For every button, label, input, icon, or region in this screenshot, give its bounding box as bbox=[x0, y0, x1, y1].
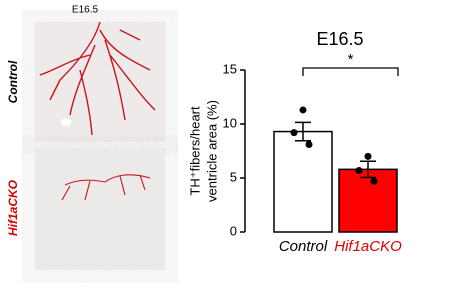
y-axis-label: TH⁺fibers/heart bbox=[187, 106, 202, 196]
bar bbox=[338, 168, 398, 233]
control-texture bbox=[35, 22, 165, 142]
mutant-texture bbox=[35, 148, 165, 270]
data-point bbox=[299, 106, 307, 114]
micrographs: E16.5 Control Hif1aCKO bbox=[6, 5, 165, 270]
y-tick-label: 5 bbox=[230, 169, 237, 184]
data-point bbox=[355, 166, 363, 174]
y-tick-label: 15 bbox=[223, 61, 237, 76]
y-axis-label: ventricle area (%) bbox=[204, 100, 219, 202]
y-tick-label: 0 bbox=[230, 223, 237, 238]
data-point bbox=[370, 177, 378, 185]
significance-bracket bbox=[302, 67, 399, 76]
artifact bbox=[61, 118, 71, 126]
bar bbox=[273, 130, 333, 233]
data-point bbox=[305, 141, 313, 149]
x-tick-label: Control bbox=[279, 238, 328, 255]
row-label: Hif1aCKO bbox=[6, 179, 20, 236]
chart-title: E16.5 bbox=[316, 29, 363, 49]
mutant-fibers bbox=[61, 174, 151, 201]
bar-chart: E16.5 TH⁺fibers/heart ventricle area (%) 0 5… bbox=[187, 29, 402, 255]
data-point bbox=[290, 129, 298, 137]
row-label: Control bbox=[6, 60, 20, 103]
data-point bbox=[364, 152, 372, 160]
significance-mark: * bbox=[348, 51, 354, 68]
x-tick-label: Hif1aCKO bbox=[334, 238, 402, 255]
y-tick-label: 10 bbox=[223, 115, 237, 130]
panel-header: E16.5 bbox=[72, 5, 99, 16]
control-fibers bbox=[39, 21, 156, 136]
